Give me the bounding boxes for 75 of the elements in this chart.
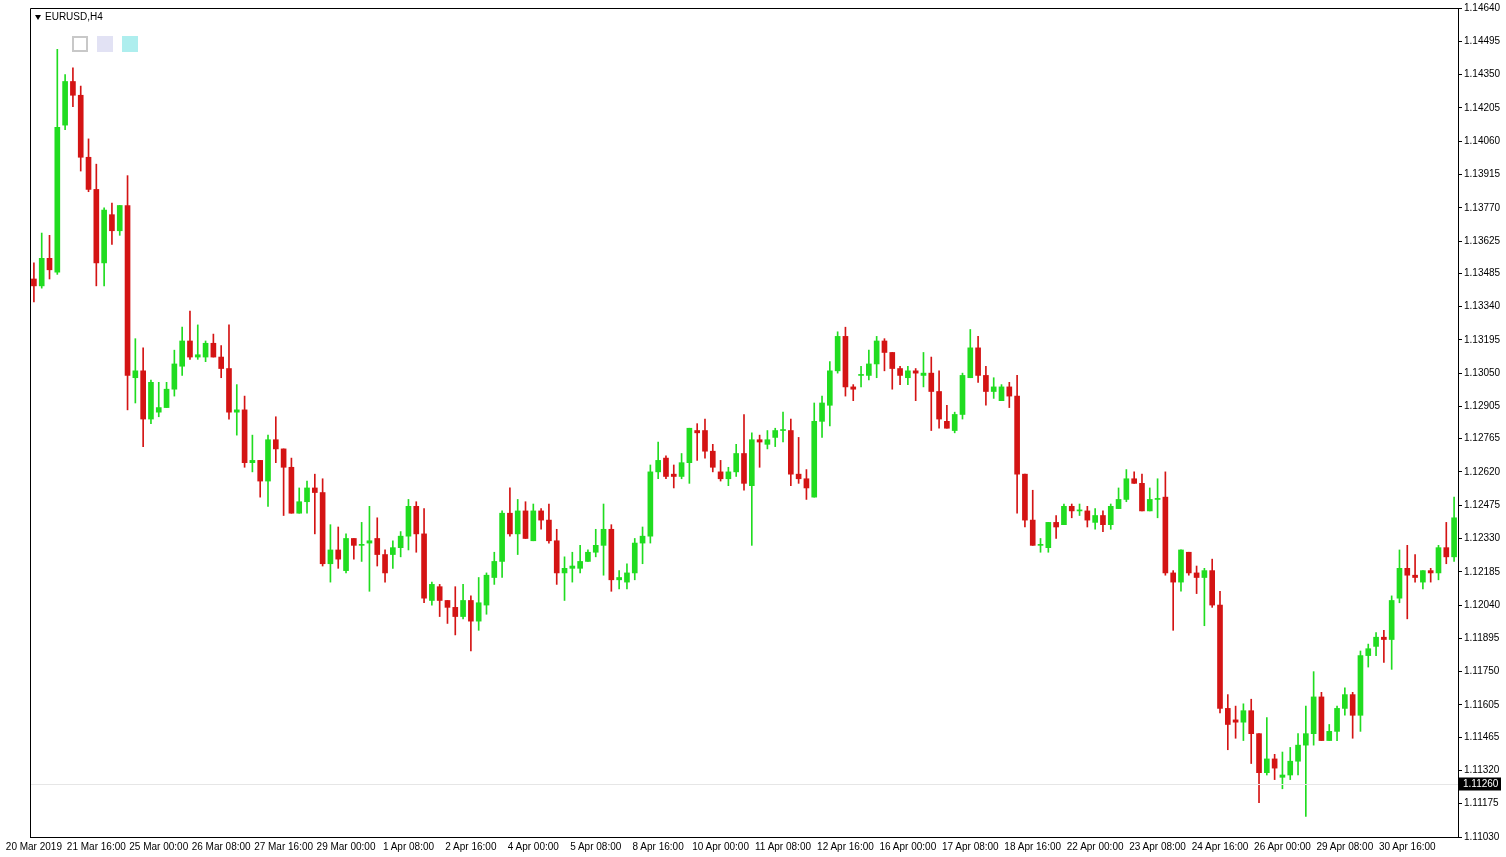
y-tick-label: 1.14640 [1464, 1, 1501, 13]
candlestick [569, 551, 576, 583]
x-tick-label: 10 Apr 00:00 [692, 840, 750, 852]
y-tick-label: 1.11175 [1464, 797, 1500, 809]
y-tick-label: 1.12185 [1464, 565, 1501, 577]
y-tick-label: 1.12040 [1464, 598, 1501, 610]
y-tick-label: 1.11320 [1464, 764, 1500, 776]
x-tick-label: 30 Apr 16:00 [1378, 840, 1437, 852]
candlestick [1443, 522, 1450, 565]
x-tick-label: 17 Apr 08:00 [941, 840, 1000, 852]
y-tick-label: 1.14350 [1464, 68, 1501, 80]
x-tick-label: 8 Apr 16:00 [632, 840, 685, 852]
x-tick-label: 24 Apr 16:00 [1191, 840, 1249, 852]
x-tick-label: 21 Mar 16:00 [66, 840, 127, 852]
y-tick-label: 1.13340 [1464, 300, 1501, 312]
x-tick-label: 29 Apr 08:00 [1316, 840, 1374, 852]
x-tick-label: 16 Apr 00:00 [879, 840, 937, 852]
candlestick [194, 324, 201, 360]
candlestick [1263, 717, 1270, 776]
x-tick-label: 26 Mar 08:00 [191, 840, 252, 852]
candlestick [1412, 554, 1418, 583]
x-tick-label: 23 Apr 08:00 [1129, 840, 1187, 852]
x-tick-label: 12 Apr 16:00 [817, 840, 875, 852]
x-tick-label: 26 Apr 00:00 [1254, 840, 1312, 852]
candlestick [1303, 705, 1309, 817]
candlestick [1404, 545, 1411, 620]
candlestick [694, 423, 701, 461]
y-tick-label: 1.12330 [1464, 532, 1501, 544]
y-tick-label: 1.13915 [1464, 168, 1501, 180]
y-tick-label: 1.11605 [1464, 698, 1500, 710]
candlestick [1427, 567, 1434, 583]
candlestick [858, 365, 864, 388]
x-tick-label: 29 Mar 00:00 [316, 840, 376, 852]
candlestick [1170, 570, 1177, 631]
y-tick-label: 1.12620 [1464, 465, 1501, 477]
x-tick-label: 4 Apr 00:00 [507, 840, 560, 852]
x-tick-label: 25 Mar 00:00 [129, 840, 189, 852]
x-tick-label: 11 Apr 08:00 [755, 840, 812, 852]
y-tick-label: 1.13050 [1464, 366, 1501, 378]
x-tick-label: 27 Mar 16:00 [254, 840, 314, 852]
y-tick-label: 1.12905 [1464, 400, 1501, 412]
candlestick [1381, 629, 1387, 663]
y-tick-label: 1.11895 [1464, 632, 1500, 644]
candlestick [335, 526, 342, 569]
x-tick-label: 20 Mar 2019 [5, 840, 63, 852]
x-tick-label: 22 Apr 00:00 [1066, 840, 1124, 852]
y-tick-label: 1.14060 [1464, 134, 1501, 146]
candlestick [311, 473, 318, 535]
y-tick-label: 1.14495 [1464, 35, 1501, 47]
y-tick-label: 1.13770 [1464, 201, 1501, 213]
candlestick [670, 464, 677, 489]
ref-line-label: 1.11260 [1463, 778, 1499, 790]
x-tick-label: 5 Apr 08:00 [570, 840, 622, 852]
y-tick-label: 1.12475 [1464, 498, 1501, 510]
candlestick [616, 570, 622, 590]
y-tick-label: 1.14205 [1464, 101, 1501, 113]
y-tick-label: 1.13625 [1464, 234, 1501, 246]
y-tick-label: 1.13195 [1464, 333, 1501, 345]
y-tick-label: 1.11030 [1464, 830, 1500, 842]
candlestick [155, 381, 162, 418]
x-tick-label: 18 Apr 16:00 [1004, 840, 1062, 852]
candlestick [990, 377, 997, 399]
x-tick-label: 2 Apr 16:00 [445, 840, 497, 852]
y-tick-label: 1.12765 [1464, 432, 1501, 444]
candlestick [780, 411, 786, 443]
chart-title: EURUSD,H4 [45, 10, 104, 22]
y-tick-label: 1.11750 [1464, 665, 1500, 677]
y-tick-label: 1.13485 [1464, 266, 1501, 278]
candlestick [31, 262, 37, 303]
y-tick-label: 1.11465 [1464, 730, 1500, 742]
candlestick [452, 586, 459, 636]
candlestick [272, 416, 279, 464]
candlestick [1053, 515, 1059, 539]
candlestick [850, 384, 857, 402]
x-tick-label: 1 Apr 08:00 [382, 840, 435, 852]
